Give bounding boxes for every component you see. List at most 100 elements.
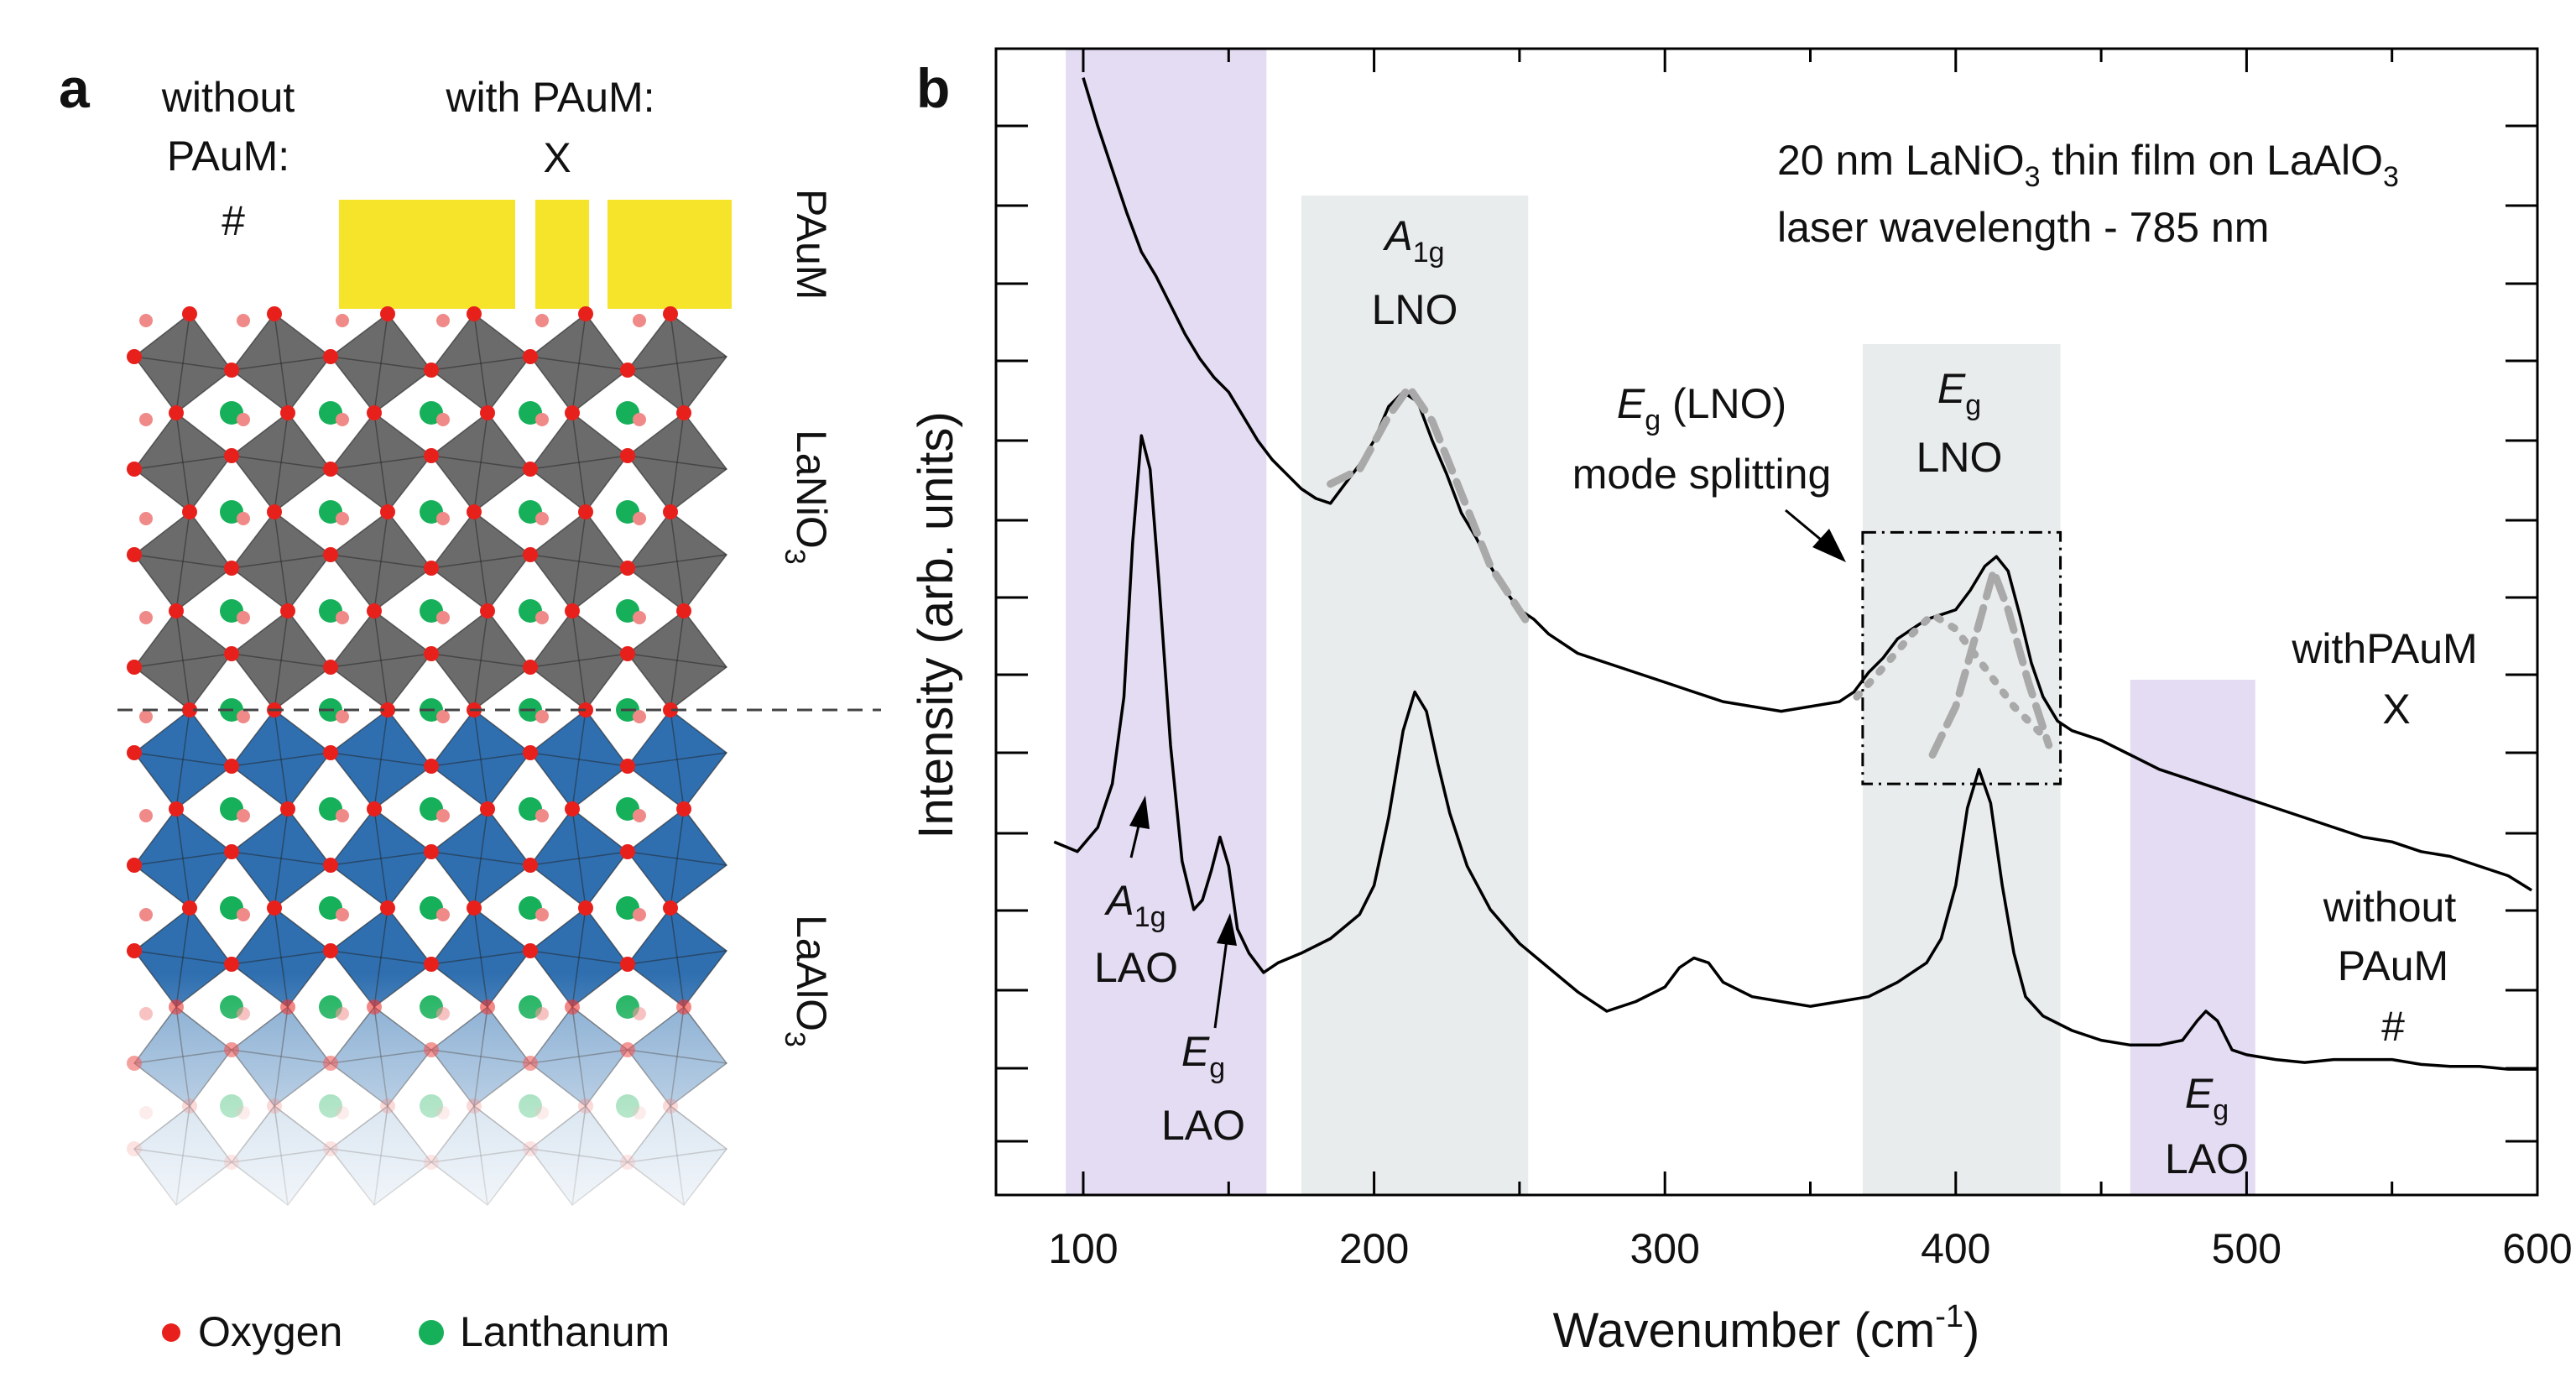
oxygen-atom-back [633, 710, 646, 723]
ann-eg-lao2-sub: g [2213, 1094, 2229, 1126]
splitting-arrow-head [1812, 529, 1846, 562]
oxygen-atom [380, 504, 395, 519]
oxygen-atom-back [237, 413, 250, 426]
layer-lao-sub: 3 [779, 1031, 811, 1047]
eg-lao-arrow-shaft [1213, 939, 1228, 1029]
splitting-arrow-shaft [1785, 509, 1827, 545]
oxygen-atom-back [336, 908, 349, 921]
octahedron-edge [627, 851, 727, 866]
x-tick-label-400: 400 [1921, 1225, 1990, 1272]
oxygen-atom-back [535, 710, 549, 723]
legend-lanthanum-marker [419, 1320, 444, 1345]
oxygen-atom [523, 858, 538, 873]
layer-lao-text: LaAlO [788, 915, 835, 1031]
octahedron-edge [529, 554, 628, 569]
oxygen-atom [380, 900, 395, 916]
oxygen-atom-back [237, 809, 250, 822]
band-a1g-lno-title: A1g [1382, 212, 1444, 269]
oxygen-atom [523, 745, 538, 760]
oxygen-atom [280, 603, 295, 618]
octahedron-edge [529, 752, 628, 767]
oxygen-atom [578, 306, 593, 321]
octahedron-edge [529, 950, 628, 965]
oxygen-atom [424, 646, 439, 661]
oxygen-atom-back [237, 908, 250, 921]
oxygen-atom [224, 448, 239, 463]
legend-oxygen: Oxygen [198, 1308, 342, 1355]
x-axis-label: Wavenumber (cm-1) [1553, 1299, 1980, 1358]
octahedron-edge [330, 356, 432, 371]
oxygen-atom [467, 900, 482, 916]
ann-eg-lao-name: LAO [1161, 1102, 1245, 1149]
label-with-line2: X [2382, 686, 2410, 733]
oxygen-atom [620, 448, 635, 463]
oxygen-atom-back [237, 710, 250, 723]
splitting-line1: Eg (LNO) [1617, 380, 1786, 436]
octahedron-edge [430, 950, 531, 965]
oxygen-atom [224, 646, 239, 661]
oxygen-atom-back [436, 809, 450, 822]
info-line1: 20 nm LaNiO3 thin film on LaAlO3 [1777, 137, 2399, 193]
octahedron-edge [627, 554, 727, 569]
splitting-g: g [1645, 404, 1661, 436]
label-without-line2: PAuM [2338, 942, 2448, 989]
oxygen-atom-back [436, 512, 450, 525]
oxygen-atom [169, 405, 184, 420]
octahedron-edge [133, 752, 232, 767]
oxygen-atom [523, 943, 538, 958]
ann-a1g-lao-main: A [1103, 877, 1134, 924]
oxygen-atom-back [535, 908, 549, 921]
oxygen-atom [620, 646, 635, 661]
oxygen-atom [480, 603, 495, 618]
octahedron-edge [529, 455, 628, 470]
oxygen-atom-back [535, 413, 549, 426]
oxygen-atom [280, 801, 295, 817]
oxygen-atom [367, 603, 382, 618]
oxygen-atom [169, 603, 184, 618]
oxygen-atom [127, 349, 142, 364]
oxygen-atom [424, 759, 439, 774]
x-tick-label-300: 300 [1630, 1225, 1699, 1272]
octahedron-edge [231, 455, 331, 470]
oxygen-atom [480, 405, 495, 420]
info-line1-sub2: 3 [2383, 161, 2399, 193]
oxygen-atom [578, 504, 593, 519]
octahedron-edge [330, 851, 432, 866]
panel-b-label: b [916, 57, 950, 119]
oxygen-atom [578, 900, 593, 916]
oxygen-atom [424, 844, 439, 859]
octahedron-edge [430, 752, 531, 767]
splitting-e: E [1617, 380, 1645, 427]
oxygen-atom-back [139, 611, 153, 624]
oxygen-atom [127, 547, 142, 562]
oxygen-atom-back [139, 710, 153, 723]
oxygen-atom-back [139, 314, 153, 327]
oxygen-atom-back [436, 908, 450, 921]
oxygen-atom [280, 405, 295, 420]
band-eg-lno-main: E [1937, 365, 1966, 412]
ann-eg-lao-sub: g [1209, 1052, 1225, 1084]
ann-a1g-lao-title: A1g [1103, 877, 1165, 933]
oxygen-atom [620, 561, 635, 576]
oxygen-atom-back [336, 512, 349, 525]
panel-a: a without PAuM: # with PAuM: X PAuM LaNi… [59, 57, 881, 1355]
ann-eg-lao2-name: LAO [2165, 1135, 2249, 1182]
oxygen-atom [323, 349, 338, 364]
octahedron-edge [133, 950, 232, 965]
oxygen-atom [467, 504, 482, 519]
y-axis-label: Intensity (arb. units) [909, 411, 963, 838]
oxygen-atom-back [535, 809, 549, 822]
gold-pad-2 [535, 200, 589, 309]
oxygen-atom [424, 363, 439, 378]
oxygen-atom [523, 660, 538, 675]
info-line1-mid: thin film on LaAlO [2041, 137, 2384, 184]
octahedron-edge [430, 554, 531, 569]
octahedron-edge [627, 356, 727, 371]
oxygen-atom [565, 603, 580, 618]
oxygen-atom-back [633, 809, 646, 822]
x-tick-label-100: 100 [1048, 1225, 1118, 1272]
layer-lno-text: LaNiO [788, 430, 835, 549]
series-line-4 [1928, 558, 2053, 759]
with-symbol: X [543, 134, 571, 181]
